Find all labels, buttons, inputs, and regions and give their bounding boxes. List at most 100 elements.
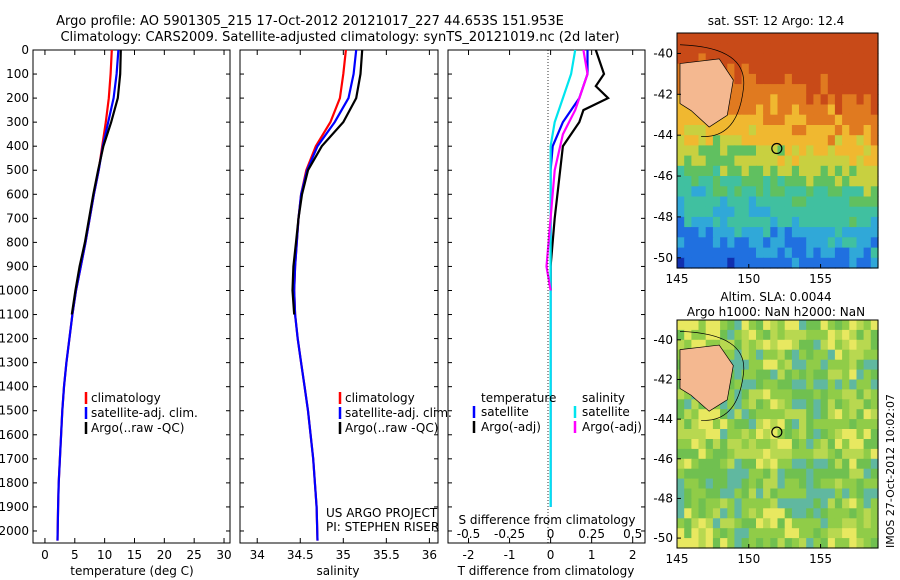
map-cell	[720, 518, 728, 529]
map-cell	[763, 359, 771, 371]
map-cell	[806, 247, 814, 259]
map-cell	[741, 439, 750, 450]
map-cell	[820, 458, 829, 470]
map-cell	[827, 247, 836, 259]
map-cell	[691, 508, 700, 519]
map-cell	[770, 419, 779, 430]
map-cell	[705, 339, 714, 351]
map-cell	[777, 43, 786, 54]
map-cell	[820, 165, 829, 177]
map-cell	[849, 439, 858, 450]
map-cell	[813, 379, 822, 390]
map-cell	[705, 508, 714, 519]
map-cell	[691, 498, 700, 509]
map-cell	[863, 73, 872, 85]
map-cell	[849, 399, 858, 410]
map-cell	[870, 369, 879, 381]
map-cell	[741, 63, 750, 75]
map-cell	[863, 429, 872, 440]
map-cell	[791, 518, 800, 529]
map-cell	[834, 176, 843, 187]
map-cell	[784, 186, 793, 198]
map-cell	[756, 468, 764, 480]
map-cell	[756, 237, 764, 249]
map-cell	[741, 478, 750, 490]
map-cell	[770, 369, 779, 381]
map-cell	[806, 73, 814, 85]
map-cell	[684, 419, 692, 430]
map-cell	[741, 339, 750, 351]
map-cell	[784, 227, 793, 238]
map-cell	[799, 349, 807, 361]
map-cell	[763, 247, 771, 259]
map-cell	[813, 439, 822, 450]
map-cell	[777, 73, 786, 85]
map-cell	[734, 237, 743, 249]
map-cell	[827, 439, 836, 450]
map-cell	[820, 206, 829, 218]
map-cell	[727, 104, 736, 116]
map-cell	[820, 84, 829, 95]
map-cell	[756, 369, 764, 381]
map-cell	[770, 73, 779, 85]
map-cell	[684, 329, 692, 341]
map-cell	[820, 508, 829, 519]
map-cell	[791, 135, 800, 146]
map-cell	[677, 53, 685, 65]
map-cell	[863, 176, 872, 187]
map-cell	[741, 206, 750, 218]
map-cell	[799, 53, 807, 65]
map-cell	[849, 488, 858, 499]
map-cell	[741, 379, 750, 390]
map-cell	[806, 448, 814, 460]
map-cell	[870, 135, 879, 146]
map-cell	[777, 63, 786, 75]
map-cell	[691, 419, 700, 430]
map-cell	[684, 33, 692, 44]
y-tick-label: -50	[653, 531, 673, 545]
map-cell	[799, 409, 807, 420]
map-cell	[720, 227, 728, 238]
map-cell	[698, 448, 707, 460]
map-cell	[705, 448, 714, 460]
map-cell	[813, 468, 822, 480]
map-cell	[820, 43, 829, 54]
x-tick-label: 36	[422, 548, 437, 562]
imos-timestamp: IMOS 27-Oct-2012 10:02:07	[884, 394, 897, 548]
map-cell	[770, 206, 779, 218]
map-cell	[842, 339, 850, 351]
map-cell	[842, 176, 850, 187]
map-cell	[691, 518, 700, 529]
map-cell	[698, 165, 707, 177]
map-cell	[770, 216, 779, 228]
map-cell	[720, 206, 728, 218]
map-cell	[784, 63, 793, 75]
map-cell	[712, 206, 721, 218]
map-cell	[720, 508, 728, 519]
map-cell	[763, 320, 771, 331]
map-cell	[770, 53, 779, 65]
map-cell	[756, 329, 764, 341]
map-cell	[712, 135, 721, 146]
map-cell	[806, 320, 814, 331]
map-cell	[827, 478, 836, 490]
map-cell	[691, 329, 700, 341]
map-cell	[842, 63, 850, 75]
series-line	[70, 49, 122, 315]
map-cell	[741, 257, 750, 269]
map-cell	[863, 389, 872, 400]
map-cell	[842, 73, 850, 85]
map-cell	[748, 186, 757, 198]
sla-map-title: Altim. SLA: 0.0044	[720, 290, 831, 304]
y-tick-label: 1400	[0, 380, 29, 394]
map-cell	[820, 339, 829, 351]
map-cell	[684, 176, 692, 187]
map-cell	[827, 379, 836, 390]
map-cell	[677, 518, 685, 529]
map-cell	[756, 478, 764, 490]
map-cell	[756, 389, 764, 400]
map-cell	[756, 165, 764, 177]
map-cell	[791, 63, 800, 75]
map-cell	[806, 155, 814, 167]
map-cell	[727, 165, 736, 177]
